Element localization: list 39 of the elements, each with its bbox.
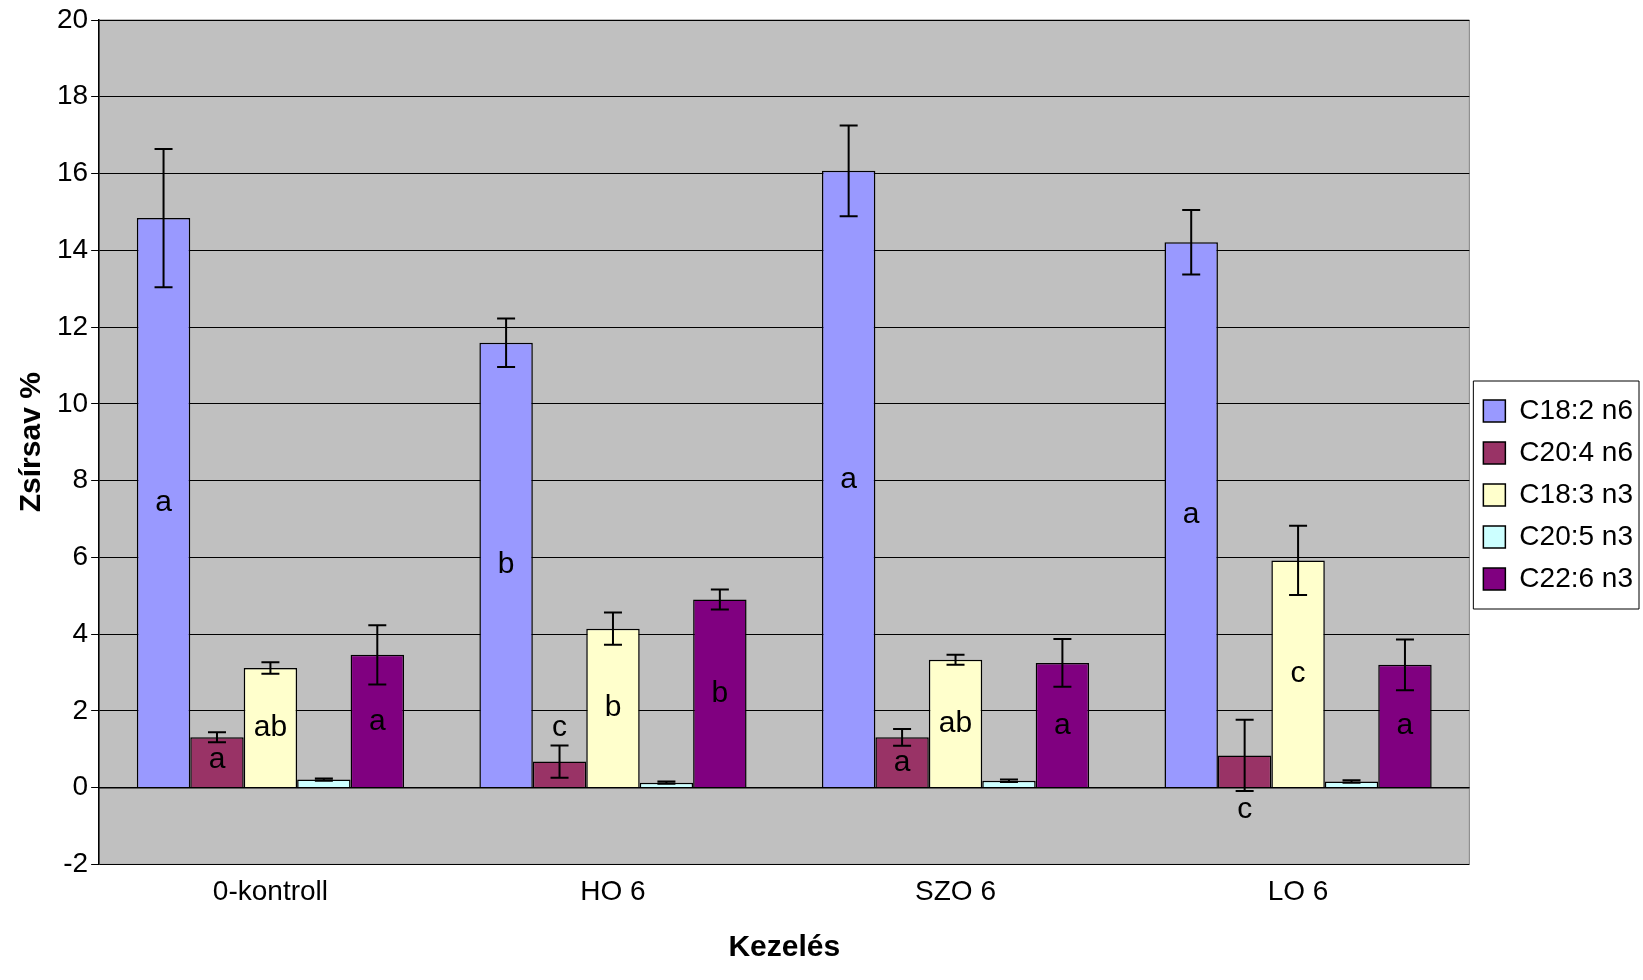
y-tick-label: 20 (56, 2, 89, 34)
data-label: c (1237, 790, 1253, 824)
legend-label: C22:6 n3 (1519, 561, 1633, 593)
x-axis-title: Kezelés (728, 929, 841, 963)
y-tick-label: 14 (56, 233, 89, 265)
y-tick-label: 8 (72, 463, 89, 495)
y-tick-label: 12 (56, 309, 89, 341)
y-tick-label: 2 (72, 693, 89, 725)
x-tick-label: HO 6 (580, 874, 646, 906)
legend-label: C20:5 n3 (1519, 519, 1633, 551)
legend-label: C18:2 n6 (1519, 393, 1633, 425)
data-label: ab (253, 709, 288, 743)
data-label: ab (938, 705, 973, 738)
legend-label: C18:3 n3 (1519, 477, 1633, 509)
x-tick-label: LO 6 (1267, 874, 1329, 906)
data-label: a (368, 702, 386, 736)
data-label: a (155, 484, 173, 518)
data-label: b (604, 689, 622, 723)
y-tick-label: -2 (63, 847, 89, 879)
data-label: c (1290, 655, 1306, 689)
data-label: a (893, 744, 911, 778)
data-label: a (1054, 706, 1072, 740)
data-label: c (552, 709, 568, 743)
legend-label: C20:4 n6 (1519, 435, 1633, 467)
y-axis-title: Zsírsav % (13, 372, 47, 513)
y-tick-label: 4 (72, 616, 89, 648)
y-tick-label: 0 (72, 770, 89, 802)
y-tick-label: 18 (56, 79, 89, 111)
data-label: b (497, 546, 515, 580)
data-label: a (1182, 496, 1200, 530)
x-tick-label: SZO 6 (915, 874, 996, 906)
data-label: b (711, 674, 729, 708)
data-label: a (840, 460, 858, 494)
y-tick-label: 6 (72, 540, 89, 572)
y-tick-label: 10 (56, 386, 89, 418)
x-tick-label: 0-kontroll (212, 874, 329, 906)
data-label: a (1396, 707, 1414, 741)
y-tick-label: 16 (56, 156, 89, 188)
data-label: a (208, 740, 226, 774)
